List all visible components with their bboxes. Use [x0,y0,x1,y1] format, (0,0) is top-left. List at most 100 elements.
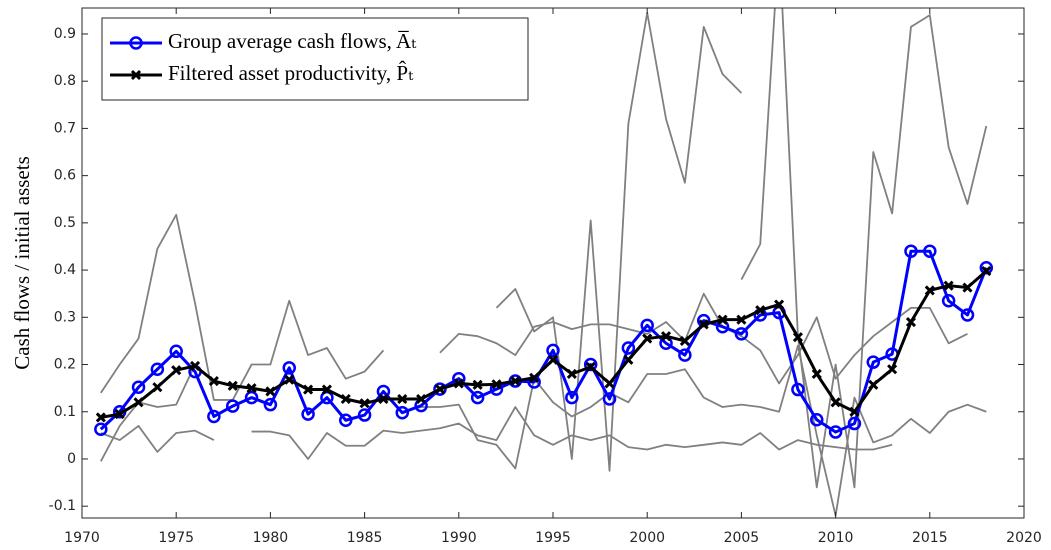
legend-box [101,17,529,101]
y-tick-label: 0.9 [54,26,76,42]
point-marker [470,390,485,405]
point-marker [131,380,146,394]
point-marker [95,412,106,423]
point-marker [416,393,427,405]
point-marker [547,354,559,365]
y-tick-label: 0.6 [54,168,76,184]
point-marker [303,384,314,395]
x-tick-label: 1985 [347,530,383,546]
y-tick-label: 0.5 [54,215,76,231]
point-marker [642,333,653,344]
x-tick-label: 1995 [535,530,571,546]
point-marker [225,399,240,413]
point-marker [378,393,389,405]
legend-label: Filtered asset productivity, P̂ₜ [168,61,414,85]
point-marker [924,285,935,296]
point-marker [717,314,728,325]
firm-line [402,344,987,517]
point-marker [453,378,464,389]
firm-line [100,213,385,401]
firm-line [495,11,743,472]
point-marker [736,314,747,325]
x-tick-label: 2005 [724,530,760,546]
point-marker [849,406,860,417]
firm-line [100,406,893,460]
point-marker [546,343,560,358]
y-tick-label: 0.4 [54,262,76,278]
point-marker [472,379,483,390]
point-marker [810,413,824,427]
point-marker [828,425,843,439]
firm-line [100,364,196,462]
point-marker [284,374,295,385]
point-marker [397,393,408,405]
point-marker [660,331,672,342]
point-marker [640,318,654,333]
point-marker [510,375,521,387]
point-marker [811,368,822,380]
point-marker [905,316,917,328]
point-marker [981,265,992,277]
point-marker [169,344,183,359]
point-marker [868,379,879,390]
point-marker [923,244,937,258]
firm-line [740,8,988,489]
point-marker [340,393,351,405]
point-marker [152,382,163,393]
point-marker [585,361,596,372]
point-marker [189,360,201,372]
point-marker [133,397,144,408]
point-marker [679,335,690,346]
point-marker [830,397,841,408]
point-marker [265,386,276,397]
plot-area [94,8,994,517]
x-tick-label: 1975 [158,530,194,546]
point-marker [583,357,598,372]
x-tick-label: 2015 [912,530,948,546]
point-marker [678,348,692,362]
x-tick-label: 1980 [253,530,289,546]
point-marker [566,368,577,380]
point-marker [301,407,315,421]
point-marker [866,355,881,369]
point-marker [263,397,278,412]
firm-line [439,292,968,385]
point-marker [208,375,219,387]
point-marker [207,409,221,424]
point-marker [359,398,370,409]
point-marker [623,354,634,365]
point-marker [791,382,805,397]
point-marker [321,384,332,395]
legend-swatch [130,69,142,81]
y-tick-label: 0 [67,451,76,467]
series-line [99,249,988,434]
point-marker [960,308,975,322]
point-marker [94,422,108,436]
point-marker [529,372,540,383]
point-marker [282,361,296,375]
point-marker [904,244,918,258]
point-marker [395,405,410,420]
point-marker [565,390,579,405]
y-tick-label: 0.1 [54,404,76,420]
y-tick-label: 0.3 [54,309,76,325]
point-marker [621,341,636,355]
point-marker [357,408,372,422]
point-marker [491,379,502,390]
x-tick-label: 2000 [629,530,665,546]
point-marker [734,327,749,341]
legend-swatch [129,36,143,50]
legend-label: Group average cash flows, A̅ₜ [168,29,417,53]
plot-frame [81,7,1025,519]
point-marker [943,280,954,291]
point-marker [150,362,165,376]
y-tick-label: -0.1 [49,498,76,514]
point-marker [979,260,994,275]
point-marker [755,305,766,316]
point-marker [227,380,238,391]
point-marker [847,416,862,431]
point-marker [244,390,259,405]
y-tick-label: 0.8 [54,73,76,89]
point-marker [320,390,334,405]
